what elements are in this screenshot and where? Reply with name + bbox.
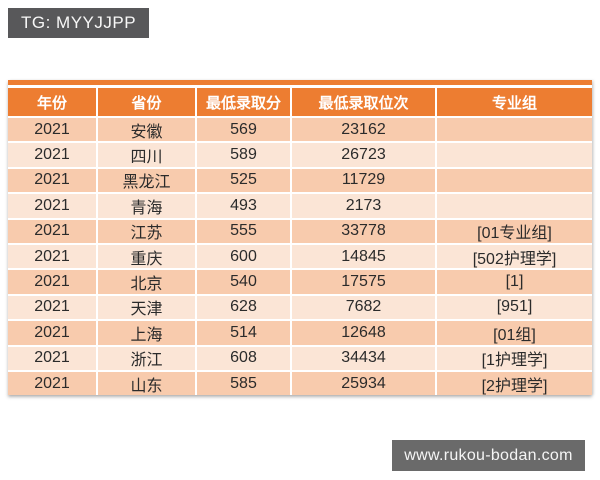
table-row: 2021 四川 589 26723 (8, 143, 592, 167)
cell-min-rank: 25934 (292, 371, 435, 396)
cell-major-group (437, 118, 592, 142)
cell-province: 四川 (98, 143, 195, 167)
cell-year: 2021 (8, 219, 96, 243)
header-cell-0: 年份 (8, 88, 96, 116)
cell-min-score: 585 (197, 371, 290, 396)
table-row: 2021 北京 540 17575 [1] (8, 270, 592, 294)
table-row: 2021 山东 585 25934 [2护理学] (8, 371, 592, 396)
header-cell-1: 省份 (98, 88, 195, 116)
cell-min-score: 589 (197, 143, 290, 167)
cell-min-score: 608 (197, 346, 290, 370)
cell-min-score: 540 (197, 270, 290, 294)
table-header-row: 年份 省份 最低录取分 最低录取位次 专业组 (8, 88, 592, 116)
cell-major-group (437, 194, 592, 218)
cell-min-rank: 14845 (292, 244, 435, 269)
header-cell-4: 专业组 (437, 88, 592, 116)
cell-min-score: 525 (197, 168, 290, 193)
cell-major-group (437, 143, 592, 167)
cell-min-score: 493 (197, 194, 290, 218)
cell-major-group: [1] (437, 270, 592, 294)
cell-min-score: 600 (197, 244, 290, 269)
cell-year: 2021 (8, 270, 96, 294)
table-row: 2021 安徽 569 23162 (8, 118, 592, 142)
cell-major-group: [2护理学] (437, 371, 592, 396)
cell-province: 天津 (98, 295, 195, 320)
table-row: 2021 重庆 600 14845 [502护理学] (8, 244, 592, 269)
cell-min-rank: 26723 (292, 143, 435, 167)
cell-min-score: 628 (197, 295, 290, 320)
table-row: 2021 江苏 555 33778 [01专业组] (8, 219, 592, 243)
tg-badge: TG: MYYJJPP (8, 8, 150, 38)
cell-major-group: [951] (437, 295, 592, 320)
header-cell-2: 最低录取分 (197, 88, 290, 116)
cell-year: 2021 (8, 244, 96, 269)
table-row: 2021 上海 514 12648 [01组] (8, 321, 592, 345)
cell-year: 2021 (8, 143, 96, 167)
cell-min-score: 555 (197, 219, 290, 243)
table-grid: 年份 省份 最低录取分 最低录取位次 专业组 2021 安徽 569 23162 2021 四川 5… (8, 88, 592, 396)
table-row: 2021 黑龙江 525 11729 (8, 168, 592, 193)
cell-min-rank: 33778 (292, 219, 435, 243)
cell-min-rank: 2173 (292, 194, 435, 218)
table-row: 2021 天津 628 7682 [951] (8, 295, 592, 320)
cell-major-group: [502护理学] (437, 244, 592, 269)
cell-min-rank: 23162 (292, 118, 435, 142)
cell-min-rank: 7682 (292, 295, 435, 320)
cell-province: 北京 (98, 270, 195, 294)
cell-province: 上海 (98, 321, 195, 345)
cell-province: 黑龙江 (98, 168, 195, 193)
cell-year: 2021 (8, 321, 96, 345)
watermark-url: www.rukou-bodan.com (392, 440, 585, 471)
cell-min-rank: 12648 (292, 321, 435, 345)
cell-province: 山东 (98, 371, 195, 396)
cell-major-group (437, 168, 592, 193)
cell-province: 重庆 (98, 244, 195, 269)
cell-year: 2021 (8, 194, 96, 218)
table-row: 2021 青海 493 2173 (8, 194, 592, 218)
cell-min-rank: 11729 (292, 168, 435, 193)
cell-province: 青海 (98, 194, 195, 218)
admission-score-table: 年份 省份 最低录取分 最低录取位次 专业组 2021 安徽 569 23162 2021 四川 5… (8, 80, 592, 396)
cell-min-score: 569 (197, 118, 290, 142)
cell-major-group: [01组] (437, 321, 592, 345)
header-cell-3: 最低录取位次 (292, 88, 435, 116)
cell-province: 江苏 (98, 219, 195, 243)
cell-min-rank: 34434 (292, 346, 435, 370)
cell-major-group: [1护理学] (437, 346, 592, 370)
cell-year: 2021 (8, 346, 96, 370)
cell-province: 浙江 (98, 346, 195, 370)
cell-year: 2021 (8, 118, 96, 142)
cell-major-group: [01专业组] (437, 219, 592, 243)
cell-year: 2021 (8, 371, 96, 396)
table-row: 2021 浙江 608 34434 [1护理学] (8, 346, 592, 370)
cell-province: 安徽 (98, 118, 195, 142)
table-body: 2021 安徽 569 23162 2021 四川 589 26723 2021 黑龙江 525 11… (8, 118, 592, 396)
cell-year: 2021 (8, 168, 96, 193)
table-top-border (8, 80, 592, 85)
cell-year: 2021 (8, 295, 96, 320)
cell-min-score: 514 (197, 321, 290, 345)
cell-min-rank: 17575 (292, 270, 435, 294)
